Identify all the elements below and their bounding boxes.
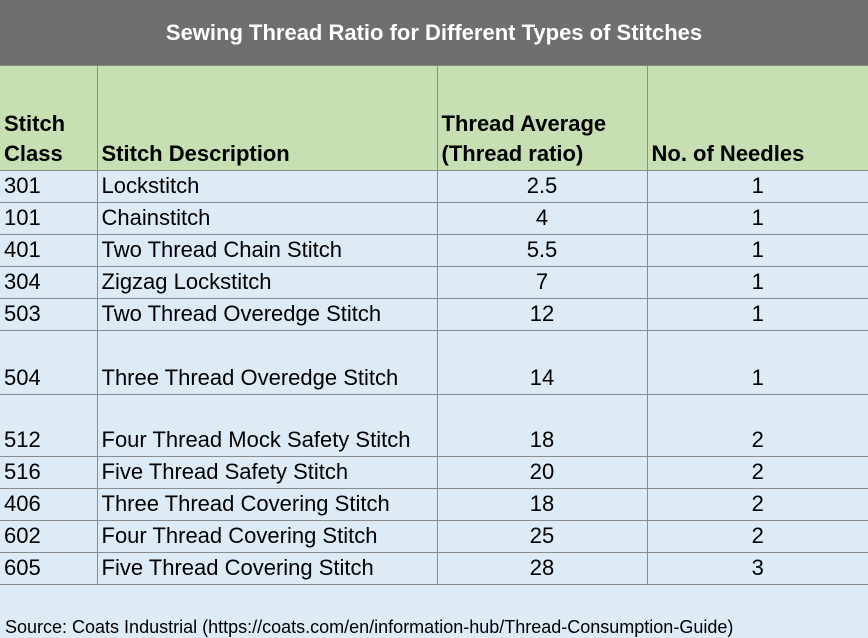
- table-row: 503 Two Thread Overedge Stitch 12 1: [0, 298, 868, 331]
- table-cell: 25: [436, 520, 648, 553]
- table-cell: 18: [436, 488, 648, 521]
- table-row: 605 Five Thread Covering Stitch 28 3: [0, 552, 868, 585]
- table-cell: 512: [0, 394, 98, 457]
- column-header: No. of Needles: [646, 66, 868, 171]
- table-cell: Three Thread Covering Stitch: [96, 488, 438, 521]
- table-cell: 4: [436, 202, 648, 235]
- table-cell: 1: [646, 234, 868, 267]
- table-cell: Four Thread Mock Safety Stitch: [96, 394, 438, 457]
- table-cell: 12: [436, 298, 648, 331]
- table-cell: 1: [646, 266, 868, 299]
- table-cell: Four Thread Covering Stitch: [96, 520, 438, 553]
- header-row: Stitch Class Stitch Description Thread Ave…: [0, 66, 868, 171]
- table-cell: 304: [0, 266, 98, 299]
- table-cell: 2: [646, 488, 868, 521]
- table-cell: 401: [0, 234, 98, 267]
- table-cell: Three Thread Overedge Stitch: [96, 330, 438, 395]
- table-row: 512 Four Thread Mock Safety Stitch 18 2: [0, 394, 868, 457]
- table-cell: 7: [436, 266, 648, 299]
- table-cell: Five Thread Safety Stitch: [96, 456, 438, 489]
- table-cell: 2: [646, 394, 868, 457]
- table-cell: 504: [0, 330, 98, 395]
- table-row: 406 Three Thread Covering Stitch 18 2: [0, 488, 868, 521]
- table-body: 301 Lockstitch 2.5 1 101 Chainstitch 4 1 401 Two …: [0, 170, 868, 585]
- column-header: Stitch Class: [0, 66, 98, 171]
- table-row: 602 Four Thread Covering Stitch 25 2: [0, 520, 868, 553]
- table-cell: 406: [0, 488, 98, 521]
- source-note: Source: Coats Industrial (https://coats.…: [5, 617, 734, 637]
- table-row: 516 Five Thread Safety Stitch 20 2: [0, 456, 868, 489]
- table-cell: 602: [0, 520, 98, 553]
- table-cell: Five Thread Covering Stitch: [96, 552, 438, 585]
- table-cell: 1: [646, 298, 868, 331]
- table-row: 504 Three Thread Overedge Stitch 14 1: [0, 330, 868, 395]
- table: Stitch Class Stitch Description Thread Ave…: [0, 66, 868, 585]
- table-row: 304 Zigzag Lockstitch 7 1: [0, 266, 868, 299]
- table-row: 101 Chainstitch 4 1: [0, 202, 868, 235]
- column-header: Thread Average (Thread ratio): [436, 66, 648, 171]
- table-cell: Two Thread Overedge Stitch: [96, 298, 438, 331]
- table-cell: 605: [0, 552, 98, 585]
- table-cell: Chainstitch: [96, 202, 438, 235]
- table-cell: 2.5: [436, 170, 648, 203]
- table-cell: 3: [646, 552, 868, 585]
- table-cell: 301: [0, 170, 98, 203]
- table-row: 401 Two Thread Chain Stitch 5.5 1: [0, 234, 868, 267]
- table-cell: 18: [436, 394, 648, 457]
- table-cell: 1: [646, 330, 868, 395]
- table-cell: 5.5: [436, 234, 648, 267]
- table-cell: Two Thread Chain Stitch: [96, 234, 438, 267]
- table-cell: 20: [436, 456, 648, 489]
- table-cell: Zigzag Lockstitch: [96, 266, 438, 299]
- table-cell: Lockstitch: [96, 170, 438, 203]
- table-cell: 1: [646, 170, 868, 203]
- table-cell: 14: [436, 330, 648, 395]
- title: Sewing Thread Ratio for Different Types …: [165, 19, 703, 45]
- table-cell: 2: [646, 456, 868, 489]
- table-cell: 28: [436, 552, 648, 585]
- table-cell: 1: [646, 202, 868, 235]
- table-cell: 2: [646, 520, 868, 553]
- table-cell: 516: [0, 456, 98, 489]
- table-cell: 503: [0, 298, 98, 331]
- column-header: Stitch Description: [96, 66, 438, 171]
- table-cell: 101: [0, 202, 98, 235]
- table-row: 301 Lockstitch 2.5 1: [0, 170, 868, 203]
- title-bar: Sewing Thread Ratio for Different Types …: [0, 0, 868, 66]
